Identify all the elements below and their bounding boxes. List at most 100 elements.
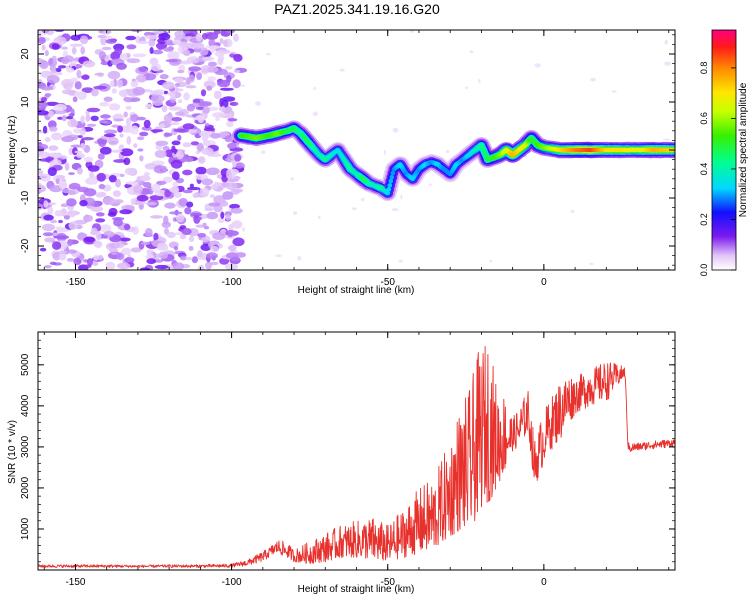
noise-blob [58, 65, 67, 69]
noise-blob [202, 106, 211, 114]
noise-blob [177, 69, 185, 74]
noise-blob [169, 211, 183, 215]
noise-blob [124, 257, 135, 263]
y-tick-label: 5000 [20, 353, 31, 376]
noise-speck [478, 78, 481, 83]
noise-blob [53, 36, 67, 46]
noise-blob [149, 47, 154, 54]
noise-blob [117, 125, 123, 133]
noise-blob [108, 103, 121, 111]
noise-blob [217, 57, 224, 66]
noise-blob [60, 57, 70, 65]
noise-blob [77, 232, 86, 240]
noise-blob [108, 136, 119, 146]
track-blob [661, 147, 667, 153]
noise-blob [227, 118, 238, 122]
noise-speck [241, 227, 246, 232]
noise-blob [197, 264, 205, 270]
noise-blob [157, 242, 168, 250]
noise-blob [113, 159, 127, 163]
noise-blob [206, 211, 219, 220]
noise-blob [228, 244, 237, 252]
noise-blob [225, 170, 232, 179]
noise-blob [125, 181, 139, 185]
noise-blob [58, 250, 68, 254]
noise-blob [234, 154, 242, 162]
noise-blob [164, 202, 176, 209]
noise-blob [74, 91, 81, 97]
noise-blob [44, 49, 49, 57]
noise-blob [83, 236, 95, 243]
noise-blob [195, 106, 205, 110]
noise-speck [265, 53, 272, 56]
noise-blob [90, 115, 99, 122]
noise-blob [66, 198, 77, 207]
colorbar-tick-label: 0.2 [699, 213, 709, 226]
noise-blob [55, 235, 70, 240]
noise-blob [44, 137, 51, 143]
noise-blob [222, 191, 234, 200]
noise-blob [151, 63, 161, 72]
noise-blob [137, 136, 145, 141]
noise-blob [47, 167, 57, 177]
noise-blob [79, 200, 88, 207]
noise-blob [201, 147, 214, 156]
noise-blob [202, 56, 215, 61]
noise-blob [179, 255, 187, 261]
noise-blob [67, 210, 77, 218]
noise-blob [169, 122, 180, 126]
noise-blob [90, 205, 104, 212]
noise-blob [70, 144, 83, 148]
noise-blob [224, 135, 233, 143]
noise-blob [126, 53, 131, 58]
noise-blob [183, 30, 191, 35]
noise-blob [102, 196, 116, 205]
noise-blob [195, 166, 207, 175]
noise-blob [66, 249, 77, 254]
noise-blob [145, 201, 157, 206]
noise-blob [68, 147, 74, 155]
noise-blob [167, 51, 180, 60]
noise-blob [214, 149, 220, 158]
noise-blob [157, 46, 164, 50]
noise-blob [126, 136, 132, 145]
noise-blob [234, 188, 243, 193]
noise-blob [83, 214, 93, 222]
noise-speck [428, 183, 432, 186]
noise-blob [195, 33, 202, 42]
noise-speck [318, 215, 321, 220]
track-blob [665, 147, 671, 153]
noise-blob [189, 30, 198, 37]
noise-blob [208, 39, 216, 47]
y-tick-label: -20 [20, 238, 31, 253]
noise-blob [231, 220, 243, 229]
noise-blob [189, 183, 194, 188]
noise-blob [123, 223, 131, 231]
noise-blob [99, 146, 112, 155]
colorbar-tick-label: 0.6 [699, 112, 709, 125]
y-tick-label: 10 [20, 96, 31, 108]
noise-blob [192, 98, 201, 104]
noise-blob [183, 49, 191, 57]
noise-blob [213, 181, 219, 190]
x-tick-label: -50 [380, 277, 395, 288]
noise-blob [139, 175, 151, 182]
noise-blob [198, 101, 213, 107]
noise-blob [164, 189, 172, 198]
noise-blob [93, 254, 99, 261]
noise-blob [113, 118, 124, 122]
noise-blob [90, 88, 99, 97]
noise-blob [203, 127, 216, 132]
noise-blob [219, 87, 234, 91]
noise-blob [61, 136, 75, 143]
noise-blob [202, 222, 207, 227]
noise-blob [170, 159, 183, 169]
noise-speck [663, 138, 671, 141]
noise-blob [145, 254, 155, 260]
noise-blob [119, 209, 133, 215]
noise-blob [89, 171, 95, 180]
noise-blob [188, 245, 194, 251]
noise-blob [133, 184, 144, 193]
noise-blob [168, 106, 182, 111]
noise-blob [111, 252, 118, 255]
